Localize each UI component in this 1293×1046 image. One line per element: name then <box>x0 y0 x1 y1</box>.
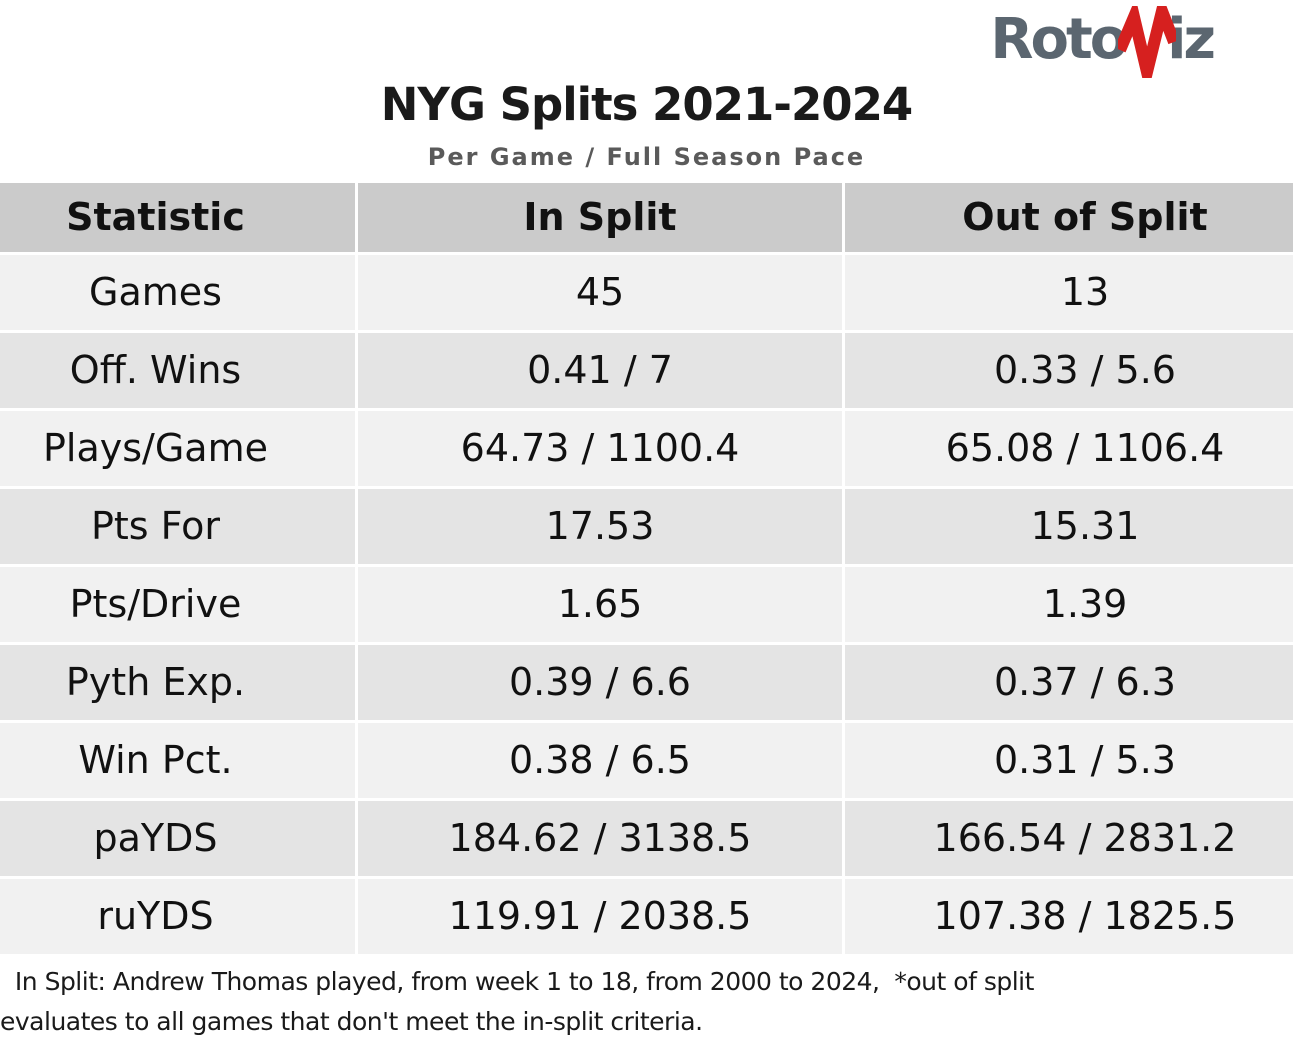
stat-label-cell: Pts/Drive <box>0 566 358 645</box>
in-split-value-cell: 1.65 <box>358 566 845 645</box>
table-row: paYDS 184.62 / 3138.5 166.54 / 2831.2 <box>0 800 1293 879</box>
table-row: Pts/Drive 1.65 1.39 <box>0 566 1293 645</box>
out-of-split-value-cell: 0.37 / 6.3 <box>845 644 1293 723</box>
stat-label-cell: Pyth Exp. <box>0 644 358 723</box>
stat-label-cell: paYDS <box>0 800 358 879</box>
out-of-split-value-cell: 15.31 <box>845 488 1293 567</box>
table-row: Plays/Game 64.73 / 1100.4 65.08 / 1106.4 <box>0 410 1293 489</box>
table-row: Pts For 17.53 15.31 <box>0 488 1293 567</box>
column-header-in-split: In Split <box>358 182 845 255</box>
out-of-split-value-cell: 0.31 / 5.3 <box>845 722 1293 801</box>
table-header-row: Statistic In Split Out of Split <box>0 182 1293 255</box>
table-row: Games 45 13 <box>0 254 1293 333</box>
out-of-split-value-cell: 65.08 / 1106.4 <box>845 410 1293 489</box>
stat-label-cell: Pts For <box>0 488 358 567</box>
footnote: In Split: Andrew Thomas played, from wee… <box>0 966 1034 1036</box>
pulse-v-icon <box>1114 0 1180 98</box>
column-header-out-of-split: Out of Split <box>845 182 1293 255</box>
column-header-statistic: Statistic <box>0 182 358 255</box>
rotoviz-logo: Roto iz <box>990 0 1216 98</box>
out-of-split-value-cell: 166.54 / 2831.2 <box>845 800 1293 879</box>
page-subtitle: Per Game / Full Season Pace <box>427 142 866 171</box>
table-row: ruYDS 119.91 / 2038.5 107.38 / 1825.5 <box>0 878 1293 957</box>
stat-label-cell: Off. Wins <box>0 332 358 411</box>
in-split-value-cell: 17.53 <box>358 488 845 567</box>
stat-label-cell: Games <box>0 254 358 333</box>
table-row: Pyth Exp. 0.39 / 6.6 0.37 / 6.3 <box>0 644 1293 723</box>
stat-label-cell: ruYDS <box>0 878 358 957</box>
in-split-value-cell: 184.62 / 3138.5 <box>358 800 845 879</box>
splits-table: Statistic In Split Out of Split Games 45… <box>0 182 1293 957</box>
table-row: Win Pct. 0.38 / 6.5 0.31 / 5.3 <box>0 722 1293 801</box>
out-of-split-value-cell: 0.33 / 5.6 <box>845 332 1293 411</box>
in-split-value-cell: 0.41 / 7 <box>358 332 845 411</box>
in-split-value-cell: 45 <box>358 254 845 333</box>
logo-text-roto: Roto <box>990 7 1128 72</box>
in-split-value-cell: 119.91 / 2038.5 <box>358 878 845 957</box>
in-split-value-cell: 0.39 / 6.6 <box>358 644 845 723</box>
stat-label-cell: Win Pct. <box>0 722 358 801</box>
table-row: Off. Wins 0.41 / 7 0.33 / 5.6 <box>0 332 1293 411</box>
out-of-split-value-cell: 13 <box>845 254 1293 333</box>
in-split-value-cell: 0.38 / 6.5 <box>358 722 845 801</box>
out-of-split-value-cell: 107.38 / 1825.5 <box>845 878 1293 957</box>
stat-label-cell: Plays/Game <box>0 410 358 489</box>
out-of-split-value-cell: 1.39 <box>845 566 1293 645</box>
page-title: NYG Splits 2021-2024 <box>380 78 913 131</box>
in-split-value-cell: 64.73 / 1100.4 <box>358 410 845 489</box>
